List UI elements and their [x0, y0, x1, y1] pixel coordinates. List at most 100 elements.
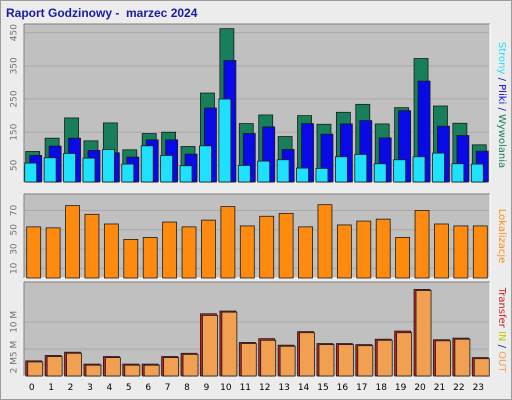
x-tick-label-17: 17 [356, 383, 367, 393]
x-tick-label-3: 3 [87, 383, 93, 393]
bar-transfer-out-15 [318, 344, 335, 377]
x-tick-label-13: 13 [278, 383, 289, 393]
bar-transfer-out-4 [104, 357, 121, 377]
x-tick-label-1: 1 [48, 383, 54, 393]
bar-wywolania-19 [393, 159, 407, 183]
panel-0-y-tick-label: 450 [10, 24, 20, 41]
bar-transfer-out-11 [240, 343, 257, 377]
bar-lokalizacje-17 [356, 220, 372, 279]
side-label-strony-pliki-wywolania-part: Wywolania [496, 114, 507, 168]
bar-lokalizacje-5 [123, 239, 139, 279]
bar-wywolania-14 [296, 167, 309, 183]
x-tick-label-16: 16 [337, 383, 349, 393]
side-label-transfer: Transfer IN / OUT [496, 287, 507, 374]
bar-lokalizacje-13 [278, 212, 294, 279]
bar-transfer-out-10 [221, 311, 238, 377]
bar-wywolania-21 [432, 152, 445, 183]
x-tick-label-21: 21 [434, 383, 445, 393]
x-tick-label-7: 7 [165, 383, 171, 393]
bar-lokalizacje-9 [201, 219, 216, 279]
bar-transfer-out-1 [46, 356, 63, 377]
bar-wywolania-13 [276, 159, 290, 183]
x-tick-label-22: 22 [453, 383, 464, 393]
panel-2-y-tick-label: 2 M [10, 357, 20, 373]
bar-lokalizacje-21 [434, 223, 449, 279]
x-tick-label-4: 4 [107, 383, 113, 393]
bar-wywolania-23 [470, 163, 484, 183]
bar-wywolania-15 [315, 167, 329, 183]
panel-1-background [24, 194, 490, 278]
bar-transfer-out-14 [299, 332, 315, 377]
bar-wywolania-8 [179, 165, 193, 183]
bar-wywolania-3 [82, 157, 96, 183]
bar-lokalizacje-6 [142, 237, 158, 279]
bar-lokalizacje-1 [45, 227, 61, 279]
bar-lokalizacje-12 [259, 215, 275, 279]
x-tick-label-14: 14 [298, 383, 310, 393]
bar-transfer-out-8 [182, 353, 199, 377]
bar-transfer-out-2 [66, 352, 82, 377]
bar-wywolania-10 [218, 98, 232, 183]
bar-lokalizacje-15 [317, 204, 333, 279]
bar-transfer-out-6 [143, 364, 160, 377]
side-label-transfer-part: OUT [496, 348, 507, 373]
side-label-strony-pliki-wywolania-part: / [496, 74, 507, 84]
bar-transfer-out-3 [85, 364, 102, 377]
bar-wywolania-4 [101, 149, 115, 183]
bar-wywolania-11 [237, 165, 251, 183]
panel-0-y-tick-label: 350 [10, 57, 20, 74]
x-tick-label-18: 18 [375, 383, 387, 393]
x-tick-label-15: 15 [317, 383, 328, 393]
bar-transfer-out-18 [376, 339, 393, 377]
side-label-strony-pliki-wywolania-part: Strony [496, 42, 507, 75]
panel-2-y-tick-label: 10 M [10, 311, 20, 333]
bar-lokalizacje-10 [220, 206, 236, 279]
bar-wywolania-7 [160, 155, 174, 183]
bar-transfer-out-0 [27, 361, 44, 377]
bar-transfer-out-5 [124, 364, 141, 377]
bar-lokalizacje-11 [239, 225, 255, 279]
bar-lokalizacje-23 [472, 225, 488, 279]
x-tick-label-6: 6 [145, 383, 151, 393]
panel-0-y-tick-label: 250 [10, 90, 20, 107]
bar-wywolania-12 [257, 160, 271, 183]
panel-1-y-tick-label: 50 [10, 224, 20, 236]
chart-title: Raport Godzinowy - marzec 2024 [6, 6, 198, 20]
bar-transfer-out-13 [279, 345, 296, 377]
bar-lokalizacje-22 [453, 225, 469, 279]
panel-2-y-tick-label: 5 M [10, 341, 20, 357]
side-label-lokalizacje-part: Lokalizacje [496, 209, 507, 264]
bar-transfer-out-21 [435, 340, 451, 377]
x-tick-label-2: 2 [68, 383, 74, 393]
bar-wywolania-17 [354, 154, 368, 183]
bar-transfer-out-7 [163, 357, 180, 377]
x-tick-label-5: 5 [126, 383, 132, 393]
panel-0-background [24, 24, 490, 182]
bar-lokalizacje-7 [162, 221, 178, 279]
x-tick-label-10: 10 [220, 383, 232, 393]
panel-2-background [24, 282, 490, 376]
side-label-transfer-part: Transfer [496, 287, 507, 329]
bar-wywolania-9 [199, 145, 212, 183]
x-tick-label-0: 0 [29, 383, 35, 393]
bar-transfer-out-12 [260, 339, 277, 377]
bar-wywolania-16 [334, 156, 348, 183]
x-tick-label-23: 23 [473, 383, 484, 393]
bar-lokalizacje-19 [395, 237, 411, 279]
x-tick-label-12: 12 [259, 383, 270, 393]
panel-0-y-tick-label: 150 [10, 123, 20, 140]
bar-wywolania-6 [140, 145, 154, 183]
side-label-transfer-part: / [496, 345, 507, 349]
bar-lokalizacje-0 [26, 226, 42, 279]
bar-lokalizacje-16 [336, 224, 352, 279]
side-label-strony-pliki-wywolania-part: / [496, 104, 507, 114]
panel-1-y-tick-label: 30 [10, 243, 20, 255]
bar-transfer-out-19 [396, 332, 413, 377]
bar-wywolania-2 [63, 153, 76, 183]
x-tick-label-11: 11 [240, 383, 251, 393]
bar-lokalizacje-2 [65, 205, 80, 279]
side-label-transfer-part: IN [496, 328, 507, 345]
bar-wywolania-20 [412, 156, 426, 183]
side-label-lokalizacje: Lokalizacje [496, 209, 507, 264]
bar-transfer-out-9 [202, 314, 218, 377]
